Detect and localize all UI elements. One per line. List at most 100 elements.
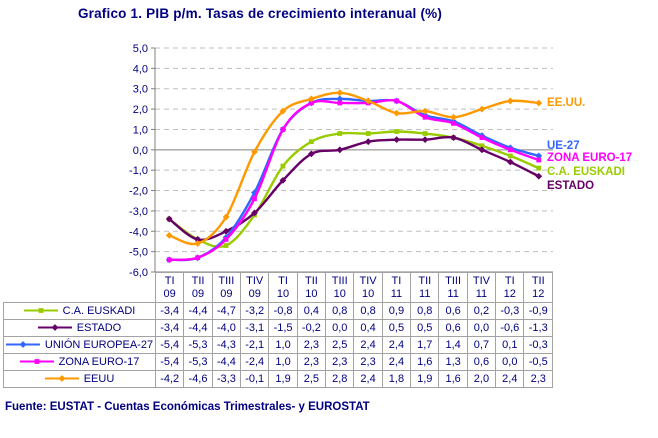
y-axis-tick-label: -4,0: [129, 226, 148, 238]
data-point-marker-zona-euro-17: [422, 114, 428, 120]
value-cell: 0,1: [495, 336, 525, 354]
series-name-label: EEUU: [83, 372, 115, 385]
quarter-header-cell: TII 12: [523, 272, 553, 303]
data-point-marker-c-a-euskadi: [308, 139, 314, 145]
chart-data-table: TI 09 TII 09 TIII 09 TIV 09 TI 10 TII 10 TIII 10 TIV 10…: [3, 272, 553, 388]
value-cell: 1,3: [438, 353, 468, 371]
data-point-marker-estado: [393, 136, 401, 144]
value-cell: -4,7: [211, 302, 242, 320]
value-cell: 0,4: [296, 302, 327, 320]
series-end-label-zona-euro17: ZONA EURO-17: [547, 152, 633, 164]
value-cell: -3,4: [154, 319, 185, 337]
value-cell: -4,2: [154, 370, 185, 388]
value-cell: -1,3: [523, 319, 553, 337]
value-cell: 1,0: [268, 353, 298, 371]
data-point-marker-c-a-euskadi: [223, 243, 229, 248]
data-point-marker-estado: [364, 138, 372, 146]
quarter-header-cell: TIII 11: [438, 272, 468, 303]
value-cell: -0,3: [495, 302, 525, 320]
data-point-marker-c-a-euskadi: [507, 153, 513, 159]
data-point-marker-eeuu: [506, 97, 514, 105]
y-axis-tick-label: -5,0: [129, 247, 148, 259]
data-point-marker-uni-n-europea-27: [506, 144, 514, 152]
value-cell: 0,0: [325, 319, 355, 337]
value-cell: -0,9: [523, 302, 553, 320]
table-row-eeuu: EEUU -4,2 -4,6 -3,3 -0,1 1,9 2,5 2,8 2,4 1,8 1,9 1,…: [3, 370, 553, 388]
series-legend-cell: ESTADO: [3, 319, 156, 337]
series-line-eeuu: [168, 91, 540, 246]
value-cell: 1,9: [268, 370, 298, 388]
data-point-marker-uni-n-europea-27: [393, 97, 401, 105]
data-point-marker-eeuu: [251, 148, 258, 156]
series-name-label: ZONA EURO-17: [58, 355, 140, 368]
value-cell: 0,4: [353, 319, 383, 337]
data-point-marker-eeuu: [307, 95, 315, 103]
quarter-header-cell: TIII 10: [325, 272, 355, 303]
value-cell: 1,6: [410, 353, 440, 371]
value-cell: -0,8: [268, 302, 298, 320]
data-point-marker-zona-euro-17: [280, 127, 286, 132]
value-cell: 2,4: [381, 336, 412, 354]
value-cell: 2,5: [325, 336, 355, 354]
quarter-header-cell: TIV 09: [240, 272, 270, 303]
eeuu-legend-marker-icon: [44, 375, 79, 382]
quarter-header-row: TI 09 TII 09 TIII 09 TIV 09 TI 10 TII 10 TIII 10 TIV 10…: [4, 272, 553, 303]
quarter-header-cell: TIV 10: [353, 272, 383, 303]
data-point-marker-eeuu: [222, 213, 230, 221]
data-point-marker-uni-n-europea-27: [535, 152, 543, 160]
y-axis-tick-label: 4,0: [133, 63, 148, 75]
data-point-marker-zona-euro-17: [166, 257, 172, 263]
series-line-zona-euro-17: [168, 99, 540, 262]
table-header-row: TI 09 TII 09 TIII 09 TIV 09 TI 10 TII 10 TIII 10 TIV 10…: [4, 272, 553, 303]
value-cell: 0,2: [466, 302, 497, 320]
series-name-label: UNIÓN EUROPEA-27: [44, 338, 154, 351]
quarter-header-cell: TII 11: [410, 272, 440, 303]
value-cell: -0,2: [296, 319, 327, 337]
data-point-marker-zona-euro-17: [223, 237, 229, 242]
value-cell: -2,4: [240, 353, 270, 371]
data-point-marker-estado: [279, 176, 287, 184]
value-cell: -1,5: [268, 319, 298, 337]
data-point-marker-zona-euro-17: [394, 98, 400, 104]
data-point-marker-eeuu: [194, 240, 202, 247]
data-point-marker-eeuu: [165, 231, 173, 239]
data-point-marker-uni-n-europea-27: [222, 233, 230, 241]
data-point-marker-eeuu: [478, 105, 486, 113]
value-cell: 2,3: [296, 336, 327, 354]
quarter-header-cell: TIV 11: [466, 272, 497, 303]
value-cell: -0,6: [495, 319, 525, 337]
data-point-marker-zona-euro-17: [195, 255, 201, 261]
data-point-marker-c-a-euskadi: [365, 131, 371, 136]
data-point-marker-uni-n-europea-27: [251, 189, 258, 196]
table-row-c-a-euskadi: C.A. EUSKADI -3,4 -4,4 -4,7 -3,2 -0,8 0,4 0,8 0,…: [3, 302, 553, 320]
value-cell: 0,0: [466, 319, 497, 337]
data-point-marker-uni-n-europea-27: [450, 117, 457, 125]
value-cell: -3,2: [240, 302, 270, 320]
series-legend-cell: ZONA EURO-17: [3, 353, 156, 371]
value-cell: -0,1: [240, 370, 270, 388]
quarter-header-cell: TII 10: [296, 272, 327, 303]
data-point-marker-estado: [251, 209, 258, 217]
value-cell: 0,6: [438, 302, 468, 320]
value-cell: 2,4: [353, 336, 383, 354]
data-point-marker-zona-euro-17: [252, 196, 257, 202]
data-point-marker-eeuu: [279, 107, 287, 115]
data-point-marker-c-a-euskadi: [536, 165, 542, 171]
data-point-marker-estado: [165, 215, 173, 223]
value-cell: 0,8: [353, 302, 383, 320]
data-point-marker-uni-n-europea-27: [421, 111, 429, 119]
quarter-header-cell: TI 12: [495, 272, 525, 303]
data-point-marker-uni-n-europea-27: [279, 126, 287, 133]
series-name-label: ESTADO: [76, 321, 122, 334]
value-cell: 0,9: [381, 302, 412, 320]
data-point-marker-estado: [478, 146, 486, 154]
value-cell: 0,0: [495, 353, 525, 371]
value-cell: 2,3: [523, 370, 553, 388]
data-point-marker-uni-n-europea-27: [364, 97, 372, 105]
value-cell: -4,4: [211, 353, 242, 371]
data-point-marker-zona-euro-17: [536, 157, 542, 163]
series-legend-cell: EEUU: [3, 370, 156, 388]
quarter-header-cell: TII 09: [183, 272, 213, 303]
value-cell: 0,7: [466, 336, 497, 354]
